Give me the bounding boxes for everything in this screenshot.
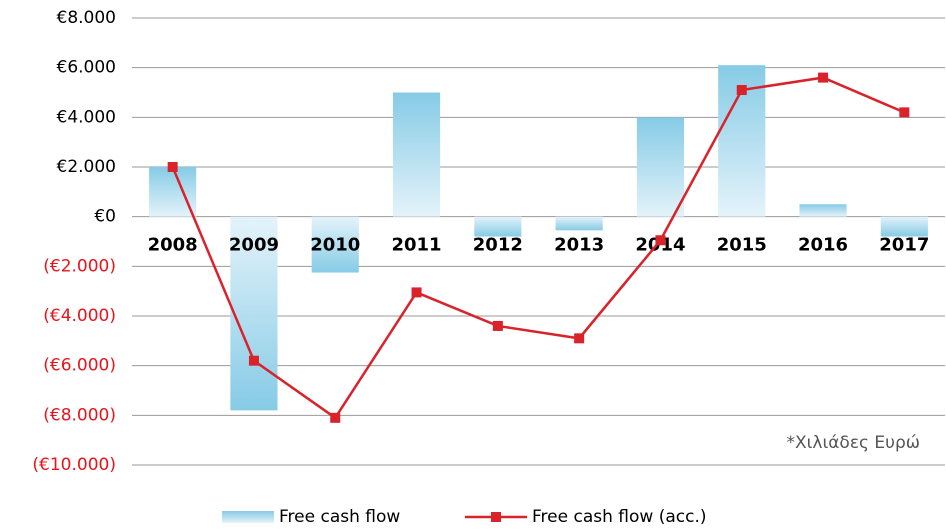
- y-tick-label: (€2.000): [43, 256, 116, 276]
- bar: [474, 216, 522, 237]
- line-marker: [655, 235, 666, 246]
- bar: [880, 216, 928, 237]
- y-tick-label: €2.000: [57, 157, 116, 177]
- line-marker: [818, 72, 829, 83]
- line-marker: [736, 85, 747, 96]
- legend-label: Free cash flow: [279, 507, 400, 527]
- legend-marker: [491, 512, 501, 522]
- annotation: *Χιλιάδες Ευρώ: [787, 433, 921, 453]
- bar: [230, 216, 278, 411]
- x-tick-label: 2013: [554, 235, 604, 256]
- x-tick-label: 2011: [391, 235, 441, 256]
- x-tick-label: 2015: [717, 235, 767, 256]
- legend-label: Free cash flow (acc.): [532, 507, 706, 527]
- y-tick-label: €8.000: [57, 8, 116, 28]
- bar: [392, 92, 441, 217]
- bar: [799, 204, 847, 217]
- y-tick-label: (€8.000): [43, 405, 116, 425]
- x-tick-label: 2008: [148, 235, 198, 256]
- line-marker: [411, 287, 422, 298]
- x-tick-label: 2016: [798, 235, 848, 256]
- y-tick-label: €0: [94, 207, 116, 227]
- x-tick-label: 2012: [473, 235, 523, 256]
- line-marker: [167, 162, 178, 172]
- x-tick-label: 2017: [879, 235, 929, 256]
- y-tick-label: €4.000: [57, 107, 116, 127]
- bar: [636, 117, 685, 217]
- bar: [149, 167, 197, 217]
- y-tick-label: €6.000: [57, 58, 116, 78]
- x-tick-label: 2010: [310, 235, 360, 256]
- line-marker: [248, 355, 259, 366]
- line: [171, 76, 905, 420]
- line-marker: [330, 412, 341, 423]
- x-tick-label: 2009: [229, 235, 279, 256]
- line-marker: [574, 333, 585, 344]
- bar: [555, 216, 603, 231]
- y-tick-label: (€4.000): [43, 306, 116, 326]
- line-marker: [899, 107, 910, 118]
- y-tick-label: (€10.000): [32, 455, 116, 475]
- bar: [311, 216, 359, 273]
- line-marker: [492, 320, 503, 331]
- legend-swatch: [222, 511, 274, 523]
- y-tick-label: (€6.000): [43, 356, 116, 376]
